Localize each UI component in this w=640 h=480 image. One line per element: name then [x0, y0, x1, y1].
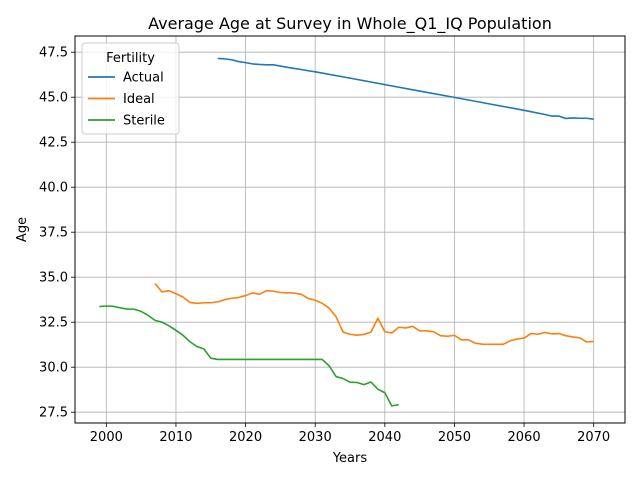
y-tick-label: 45.0 [39, 91, 68, 106]
legend-entry-actual: Actual [123, 71, 164, 86]
x-tick-label: 2060 [508, 430, 541, 445]
x-tick-label: 2070 [577, 430, 610, 445]
series-layer [99, 57, 594, 407]
x-tick-label: 2050 [438, 430, 471, 445]
legend-title: Fertility [106, 51, 155, 66]
legend: Fertility Actual Ideal Sterile [81, 42, 180, 135]
x-axis-label: Years [332, 451, 368, 466]
chart-title: Average Age at Survey in Whole_Q1_IQ Pop… [148, 14, 552, 34]
y-tick-label: 27.5 [39, 406, 68, 421]
series-line-ideal [154, 282, 594, 346]
series-line-sterile [99, 305, 399, 407]
y-axis-label: Age [15, 217, 30, 242]
x-tick-label: 2020 [229, 430, 262, 445]
grid-lines [75, 36, 625, 423]
y-tick-label: 32.5 [39, 316, 68, 331]
legend-entry-sterile: Sterile [123, 114, 165, 129]
y-tick-label: 47.5 [39, 46, 68, 61]
x-tick-label: 2040 [368, 430, 401, 445]
x-tick-label: 2030 [299, 430, 332, 445]
y-tick-label: 37.5 [39, 226, 68, 241]
y-tick-label: 42.5 [39, 136, 68, 151]
x-tick-label: 2000 [90, 430, 123, 445]
plot-frame [74, 35, 626, 424]
x-axis: 2000 2010 2020 2030 2040 2050 2060 2070 [90, 423, 610, 445]
y-tick-label: 35.0 [39, 271, 68, 286]
y-axis: 27.5 30.0 32.5 35.0 37.5 40.0 42.5 45.0 47.5 [39, 46, 75, 421]
series-line-actual [217, 57, 594, 120]
legend-box [81, 42, 180, 135]
y-tick-label: 30.0 [39, 361, 68, 376]
y-tick-label: 40.0 [39, 181, 68, 196]
x-tick-label: 2010 [159, 430, 192, 445]
legend-entry-ideal: Ideal [123, 92, 155, 107]
